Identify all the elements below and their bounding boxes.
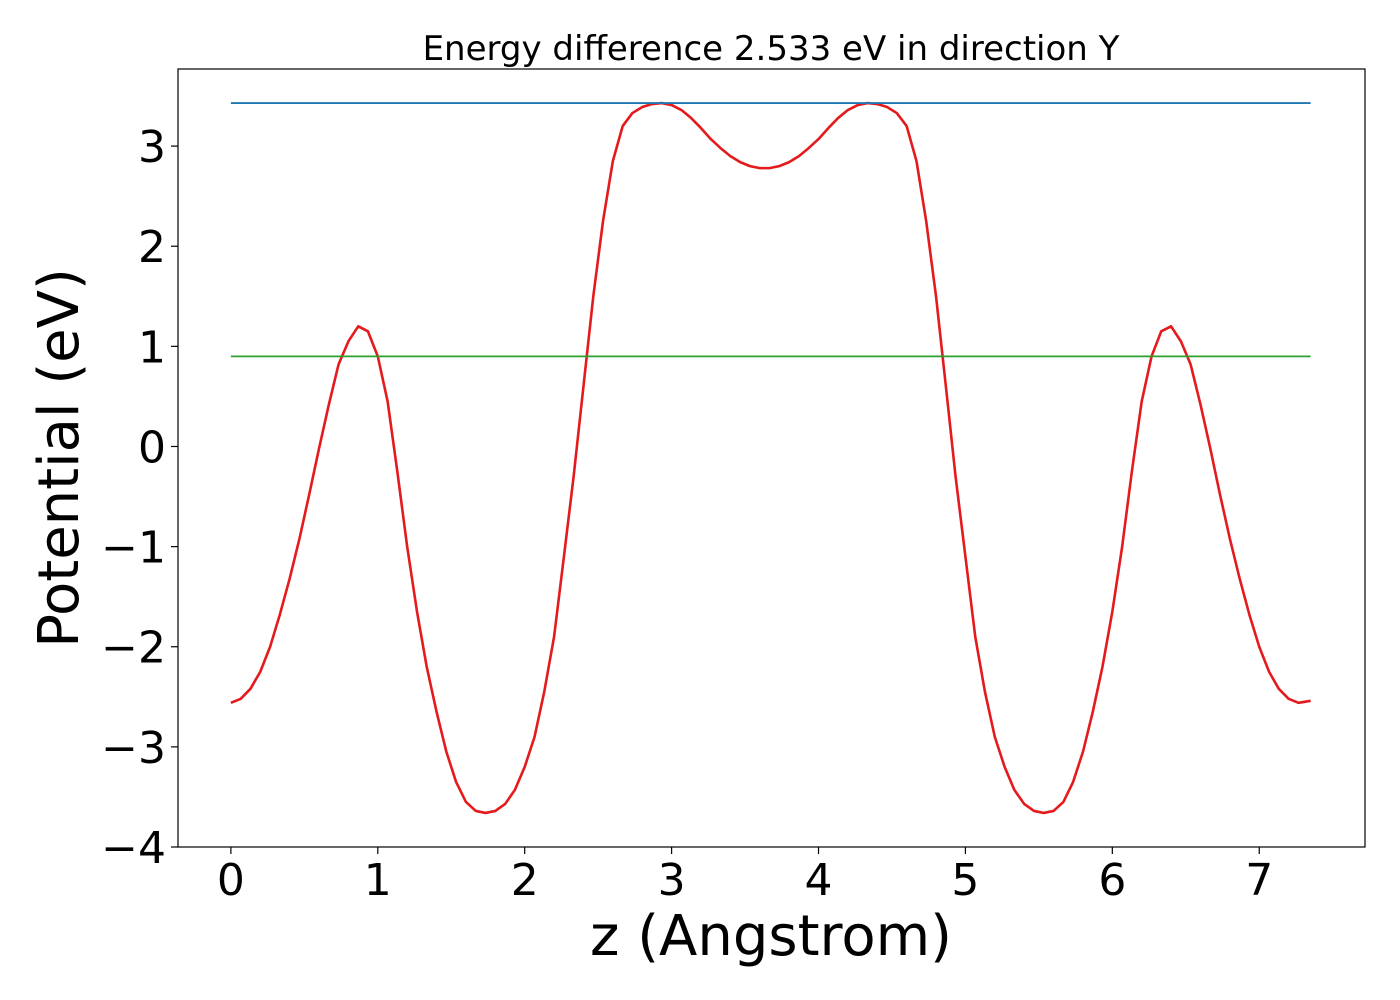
x-tick-label: 6 [1098,855,1126,906]
x-axis-label: z (Angstrom) [590,904,952,969]
potential-curve-line [230,101,1311,815]
y-tick-label: 1 [138,322,166,373]
y-tick-label: −1 [101,523,166,574]
x-tick-label: 7 [1245,855,1273,906]
y-tick-label: −3 [101,723,166,774]
y-axis-ticks: −4 −3 −2 −1 0 1 2 3 [101,122,178,874]
x-tick-label: 5 [951,855,979,906]
y-tick-label: 3 [138,122,166,173]
y-tick-label: −4 [101,823,166,874]
chart-title: Energy difference 2.533 eV in direction … [423,29,1120,69]
plot-series [230,101,1311,815]
plot-frame [177,68,1366,848]
x-axis-ticks: 0 1 2 3 4 5 6 7 [217,847,1273,906]
y-axis-label: Potential (eV) [27,268,92,648]
x-tick-label: 1 [364,855,392,906]
x-tick-label: 4 [805,855,833,906]
y-tick-label: −2 [101,623,166,674]
x-tick-label: 0 [217,855,245,906]
x-tick-label: 2 [511,855,539,906]
x-tick-label: 3 [658,855,686,906]
y-tick-label: 2 [138,222,166,273]
y-tick-label: 0 [138,422,166,473]
